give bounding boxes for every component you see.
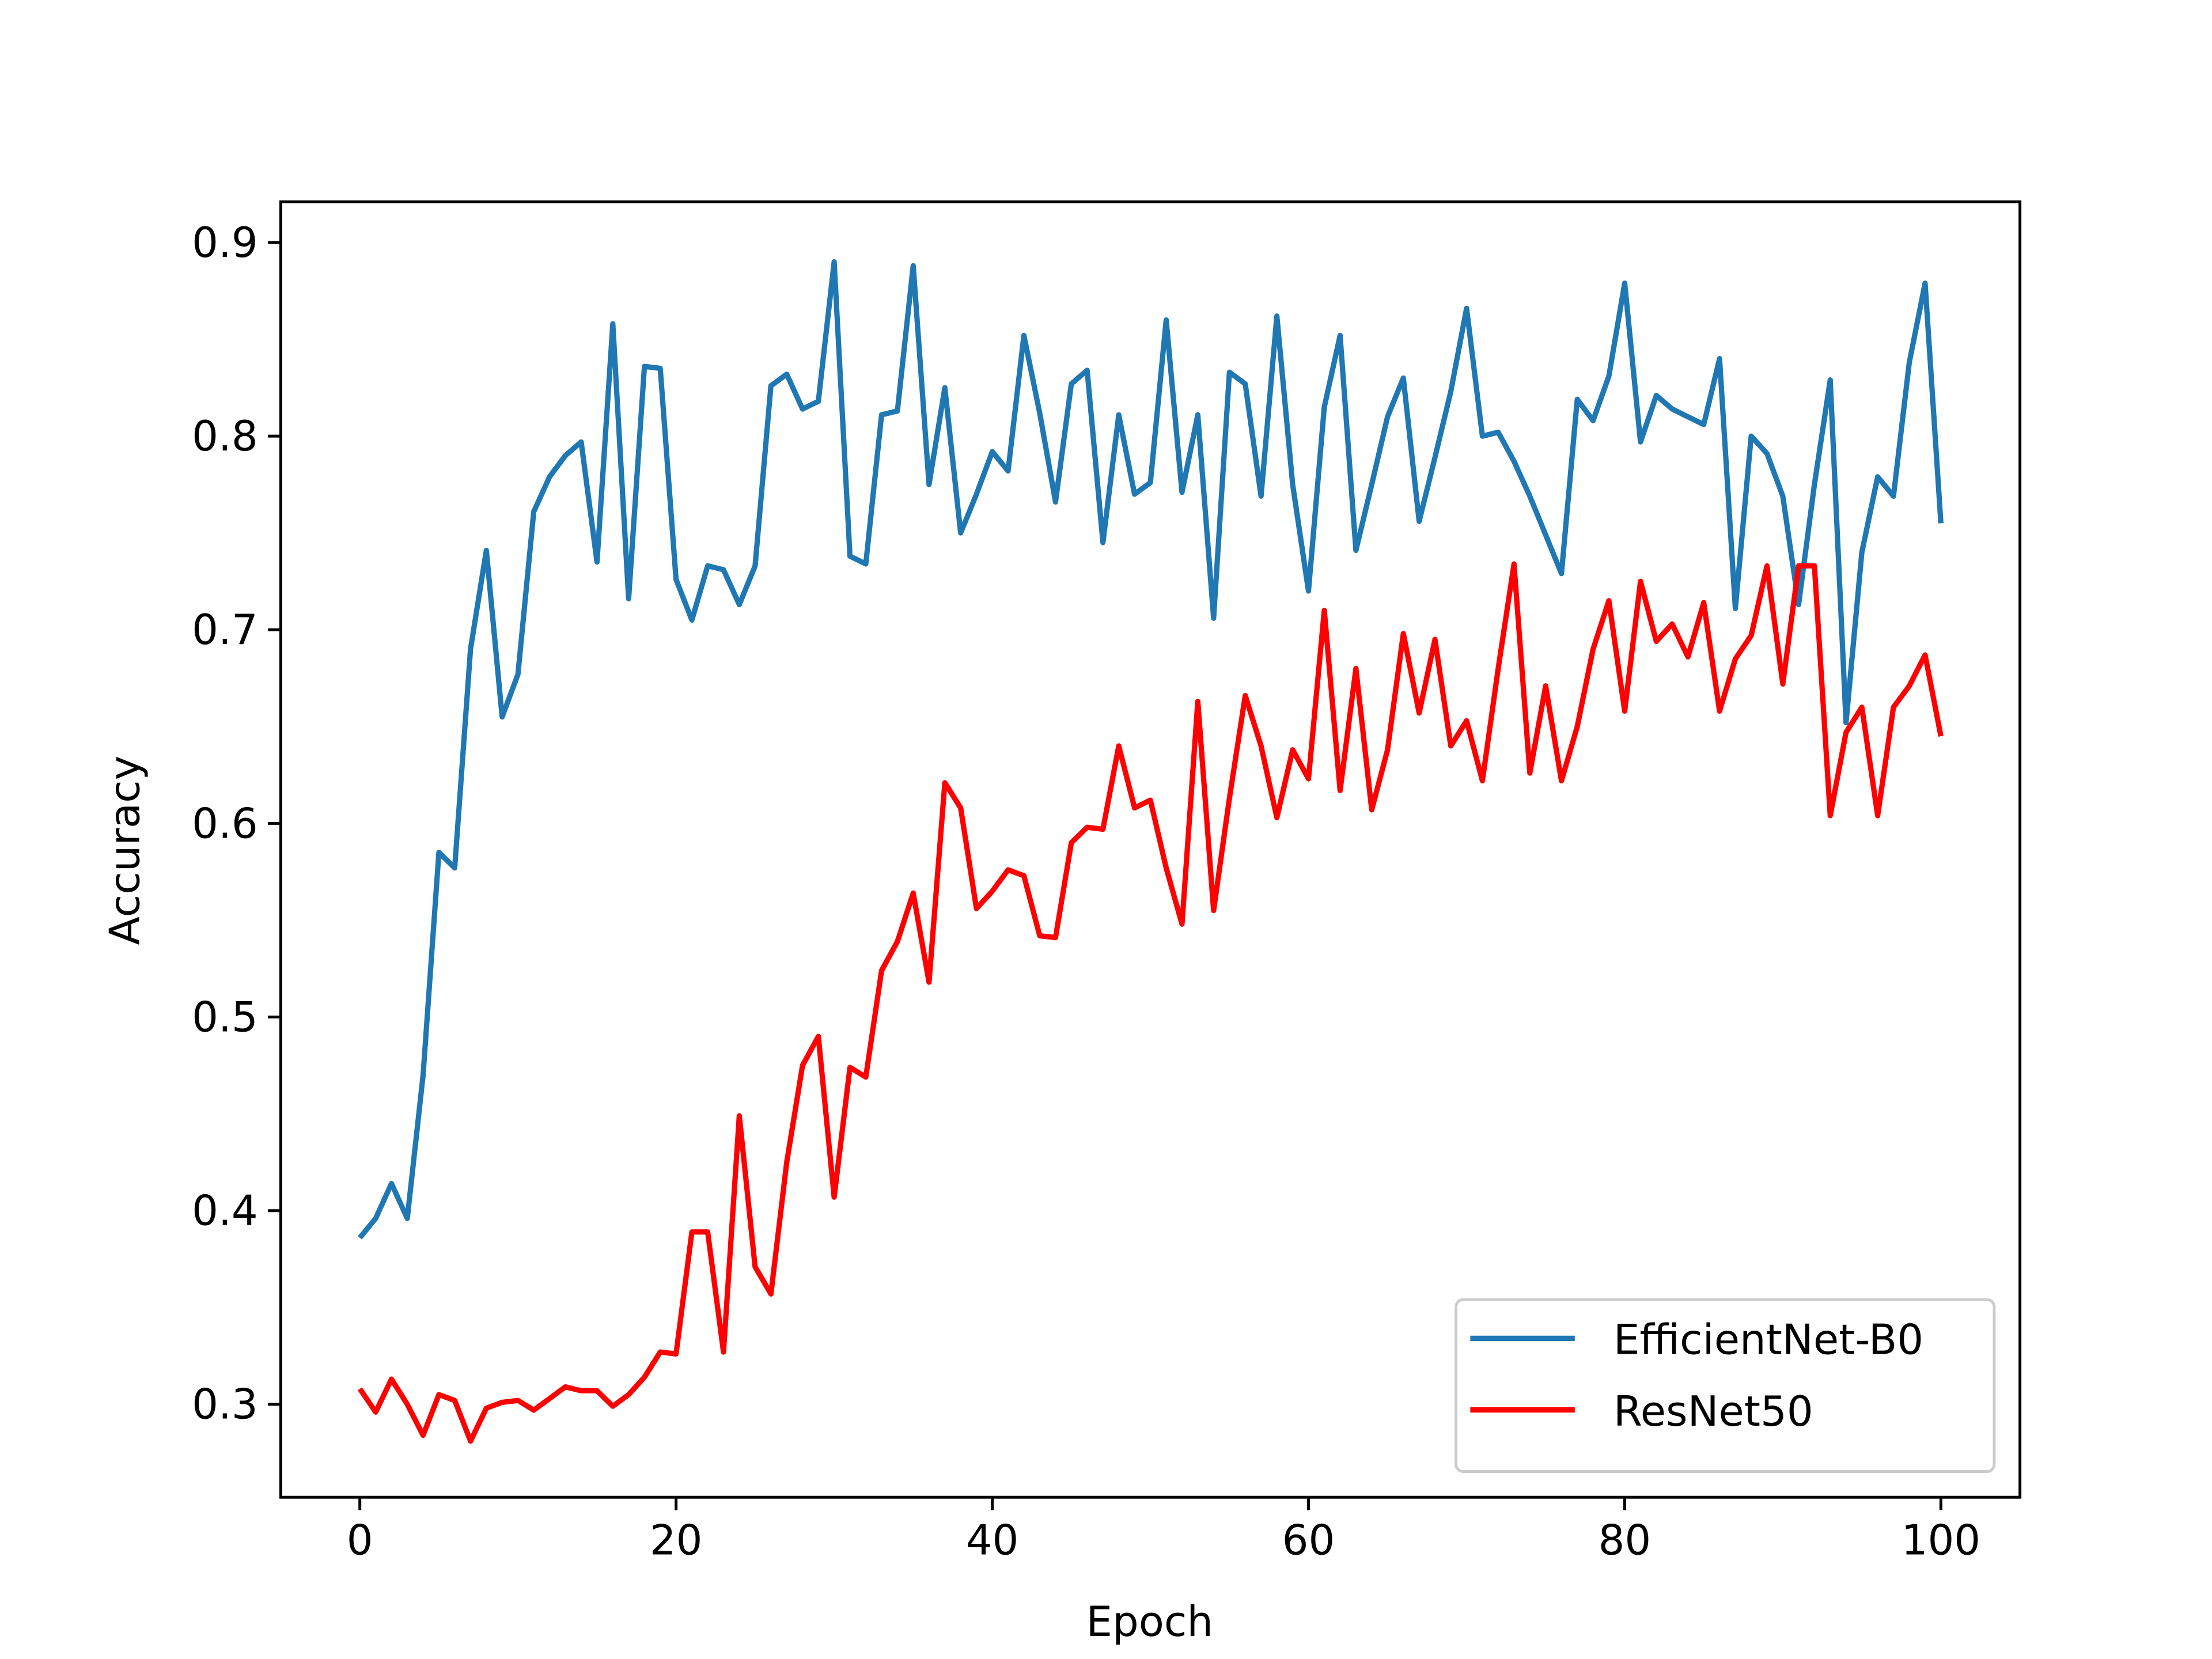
y-axis-label: Accuracy bbox=[100, 756, 149, 945]
x-tick-label: 20 bbox=[650, 1516, 703, 1565]
y-tick-label: 0.6 bbox=[192, 799, 258, 847]
x-tick-label: 40 bbox=[966, 1516, 1019, 1565]
x-axis-label: Epoch bbox=[1086, 1597, 1213, 1646]
legend-box bbox=[1455, 1298, 1996, 1473]
line-series bbox=[358, 259, 1944, 1240]
y-tick-label: 0.8 bbox=[192, 412, 258, 460]
y-tick-label: 0.3 bbox=[192, 1380, 258, 1429]
x-tick-label: 100 bbox=[1902, 1516, 1981, 1565]
x-tick-label: 0 bbox=[347, 1516, 373, 1565]
legend-label: ResNet50 bbox=[1613, 1387, 1813, 1435]
y-tick-label: 0.9 bbox=[192, 218, 258, 267]
x-tick-label: 60 bbox=[1282, 1516, 1335, 1565]
y-tick-label: 0.7 bbox=[192, 605, 258, 654]
y-tick-label: 0.4 bbox=[192, 1187, 258, 1235]
x-tick-label: 80 bbox=[1599, 1516, 1652, 1565]
legend-label: EfficientNet-B0 bbox=[1613, 1316, 1923, 1364]
line-series bbox=[357, 561, 1944, 1444]
plot-frame bbox=[279, 200, 2022, 1499]
y-tick-label: 0.5 bbox=[192, 993, 258, 1041]
